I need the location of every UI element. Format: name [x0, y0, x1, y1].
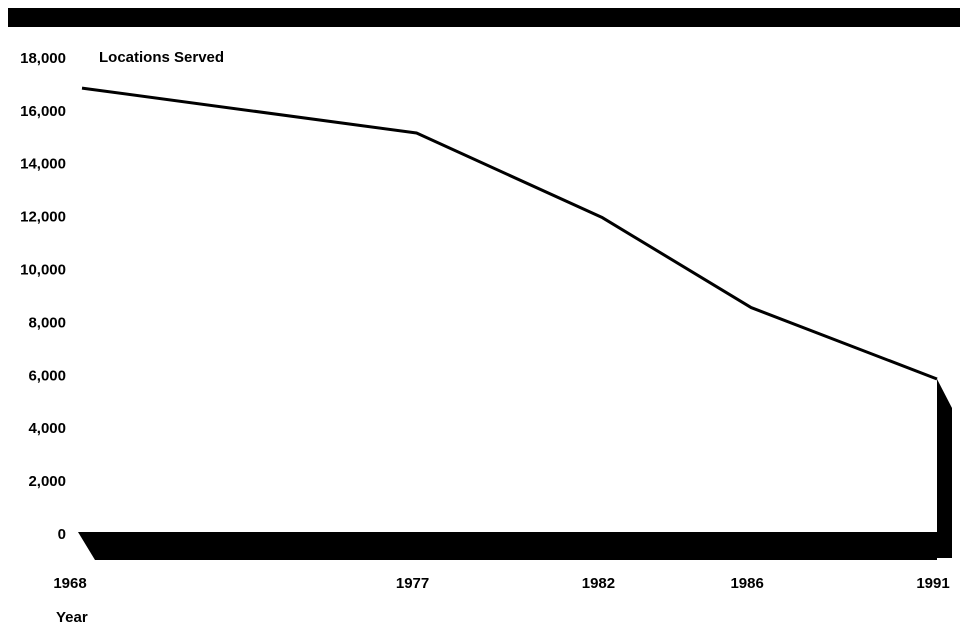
x-axis-label: Year — [56, 609, 88, 626]
y-tick-label: 18,000 — [20, 50, 66, 67]
y-tick-label: 0 — [58, 526, 66, 543]
x-tick-label: 1977 — [396, 575, 429, 592]
x-tick-label: 1986 — [730, 575, 763, 592]
y-tick-label: 14,000 — [20, 156, 66, 173]
wall-shadow — [937, 379, 952, 558]
y-tick-label: 8,000 — [28, 314, 66, 331]
x-tick-label: 1982 — [582, 575, 615, 592]
data-line — [81, 86, 938, 381]
y-axis-label: Locations Served — [99, 49, 224, 66]
y-tick-label: 16,000 — [20, 103, 66, 120]
y-tick-label: 10,000 — [20, 262, 66, 279]
x-tick-label: 1991 — [916, 575, 949, 592]
top-band — [8, 8, 960, 27]
y-tick-label: 2,000 — [28, 473, 66, 490]
y-tick-label: 12,000 — [20, 209, 66, 226]
y-tick-label: 6,000 — [28, 367, 66, 384]
x-tick-label: 1968 — [53, 575, 86, 592]
floor-shadow — [78, 532, 937, 560]
y-tick-label: 4,000 — [28, 420, 66, 437]
